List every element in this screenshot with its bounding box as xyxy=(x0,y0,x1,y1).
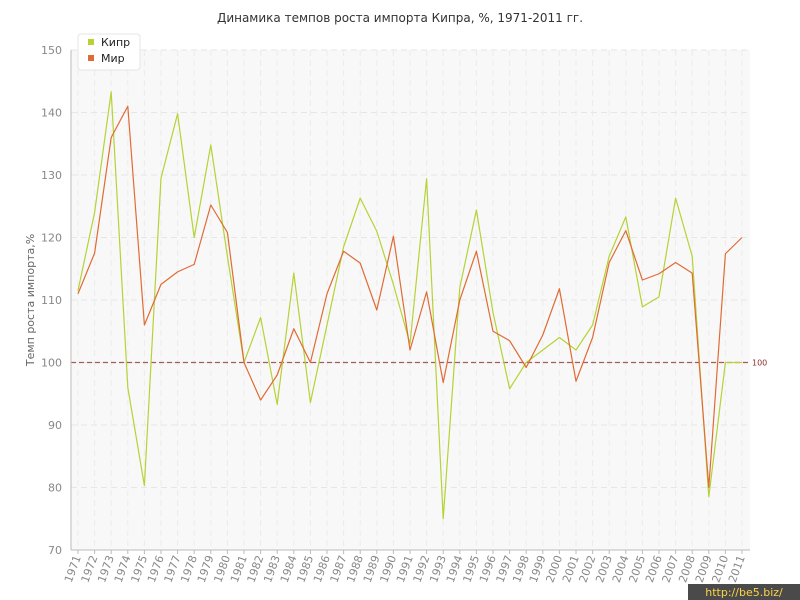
legend-label-cyprus: Кипр xyxy=(101,36,130,49)
series-group xyxy=(77,91,743,520)
y-tick-label: 120 xyxy=(41,232,62,245)
reference-line-label: 100 xyxy=(752,359,767,368)
watermark[interactable]: http://be5.biz/ xyxy=(688,584,800,600)
watermark-background xyxy=(688,584,800,600)
legend[interactable]: Кипр Мир xyxy=(77,33,141,71)
x-tick-labels: 1971197219731974197519761977197819791980… xyxy=(62,554,748,585)
grid xyxy=(71,49,750,550)
reference-line-group: 100 xyxy=(71,359,767,368)
y-tick-labels: 70 80 90 100 110 120 130 140 150 xyxy=(41,44,62,557)
y-tick-label: 100 xyxy=(41,357,62,370)
chart-title: Динамика темпов роста импорта Кипра, %, … xyxy=(217,11,583,25)
legend-swatch-cyprus xyxy=(88,39,94,45)
y-tick-label: 90 xyxy=(48,419,62,432)
axes xyxy=(70,50,750,554)
y-tick-label: 70 xyxy=(48,544,62,557)
series-line-world xyxy=(77,105,743,489)
legend-swatch-world xyxy=(88,55,94,61)
y-tick-label: 150 xyxy=(41,44,62,57)
y-tick-label: 110 xyxy=(41,294,62,307)
y-tick-label: 80 xyxy=(48,482,62,495)
y-tick-label: 140 xyxy=(41,107,62,120)
y-tick-label: 130 xyxy=(41,169,62,182)
watermark-link[interactable]: http://be5.biz/ xyxy=(705,586,783,599)
y-axis-label: Темп роста импорта,% xyxy=(24,234,37,367)
legend-label-world: Мир xyxy=(101,52,125,65)
